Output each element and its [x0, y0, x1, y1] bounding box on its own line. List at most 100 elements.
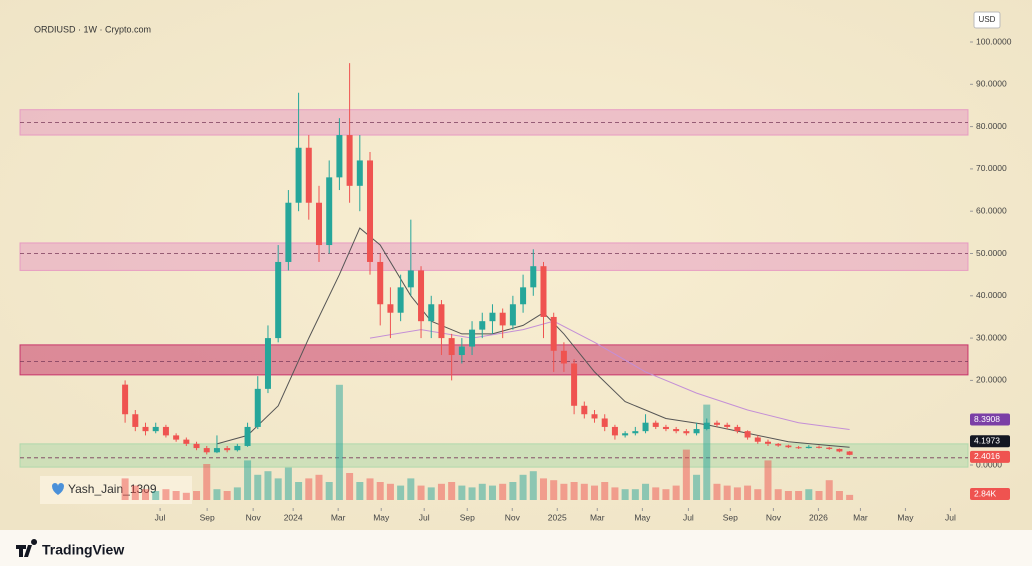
volume-bar: [825, 480, 833, 500]
candle-body: [693, 429, 700, 434]
volume-bar: [611, 487, 619, 500]
volume-bar: [642, 483, 650, 500]
candle-body: [264, 338, 271, 389]
candle-body: [336, 135, 343, 178]
volume-bar: [193, 491, 201, 500]
candle-body: [489, 312, 496, 322]
volume-bar: [233, 487, 241, 500]
x-tick-label: 2026: [809, 512, 828, 522]
heart-icon: [52, 483, 64, 495]
x-tick-label: Mar: [590, 512, 605, 522]
volume-bar: [754, 489, 762, 500]
candle-body: [713, 422, 720, 425]
x-tick-label: Nov: [505, 512, 521, 522]
x-tick-label: Jul: [683, 512, 694, 522]
volume-bar: [386, 483, 394, 500]
volume-bar: [254, 474, 262, 500]
candle-body: [734, 426, 741, 432]
volume-bar: [315, 474, 323, 500]
volume-bar: [723, 485, 731, 500]
candle-body: [346, 135, 353, 186]
y-tick-label: 0.0000: [976, 459, 1002, 469]
x-tick-label: Jul: [155, 512, 166, 522]
candle-body: [764, 441, 771, 444]
chart-title: ORDIUSD · 1W · Crypto.com: [34, 24, 151, 34]
candle-body: [428, 304, 435, 322]
volume-bar: [662, 489, 670, 500]
volume-bar: [468, 487, 476, 500]
volume-bar: [784, 491, 792, 500]
x-tick-label: Sep: [723, 512, 738, 522]
volume-bar: [764, 460, 772, 500]
price-label: 4.1973: [974, 435, 1000, 445]
volume-bar: [693, 474, 701, 500]
candle-body: [377, 261, 384, 305]
volume-bar: [580, 483, 588, 500]
volume-bar: [805, 489, 813, 500]
price-label-box: [970, 413, 1010, 426]
volume-bar: [244, 460, 252, 500]
volume-bar: [509, 482, 517, 500]
volume-bar: [570, 482, 578, 500]
volume-bar: [274, 478, 282, 500]
currency: USD: [979, 15, 996, 24]
volume-bar: [172, 491, 180, 500]
candle-body: [295, 147, 302, 203]
candle-body: [683, 431, 690, 434]
y-tick-label: 50.0000: [976, 248, 1007, 258]
volume-bar: [621, 489, 629, 500]
x-tick-label: May: [634, 512, 651, 522]
candle-body: [754, 437, 761, 442]
candle-body: [520, 287, 527, 305]
volume-bar: [733, 487, 741, 500]
candle-body: [703, 422, 710, 430]
candle-body: [744, 431, 751, 438]
brand: TradingView: [42, 542, 124, 558]
volume-bar: [499, 483, 507, 500]
volume-bar: [142, 489, 150, 500]
volume-bar: [121, 478, 129, 500]
y-tick-label: 70.0000: [976, 163, 1007, 173]
candle-body: [805, 446, 812, 449]
candle-body: [387, 304, 394, 313]
volume-bar: [376, 482, 384, 500]
volume-bar: [366, 478, 374, 500]
volume-bar: [519, 474, 527, 500]
candle-body: [122, 384, 129, 415]
volume-bar: [458, 485, 466, 500]
x-tick-label: Sep: [460, 512, 475, 522]
y-tick-label: 30.0000: [976, 332, 1007, 342]
volume-bar: [335, 384, 343, 500]
volume-bar: [305, 478, 313, 500]
y-tick-label: 60.0000: [976, 205, 1007, 215]
candle-body: [244, 426, 251, 446]
footer: [0, 530, 1032, 566]
volume-bar: [488, 485, 496, 500]
candle-body: [132, 414, 139, 427]
y-tick-label: 20.0000: [976, 375, 1007, 385]
volume-bar: [162, 489, 170, 500]
x-tick-label: Mar: [331, 512, 346, 522]
candle-body: [611, 426, 618, 436]
volume-bar: [407, 478, 415, 500]
candle-body: [642, 422, 649, 432]
x-tick-label: Mar: [853, 512, 868, 522]
candle-body: [203, 448, 210, 453]
zone: [19, 109, 969, 136]
candle-body: [509, 304, 516, 326]
candle-body: [622, 433, 629, 436]
volume-bar: [131, 485, 139, 500]
candle-body: [530, 266, 537, 288]
candle-body: [795, 447, 802, 449]
volume-bar: [223, 491, 231, 500]
x-tick-label: Nov: [246, 512, 262, 522]
x-tick-label: 2024: [284, 512, 303, 522]
candle-body: [224, 448, 231, 451]
volume-bar: [652, 487, 660, 500]
y-tick-label: 40.0000: [976, 290, 1007, 300]
volume-bar: [835, 491, 843, 500]
volume-bar: [550, 480, 558, 500]
moving-average: [369, 320, 850, 430]
x-tick-label: May: [373, 512, 390, 522]
volume-bar: [703, 404, 711, 500]
